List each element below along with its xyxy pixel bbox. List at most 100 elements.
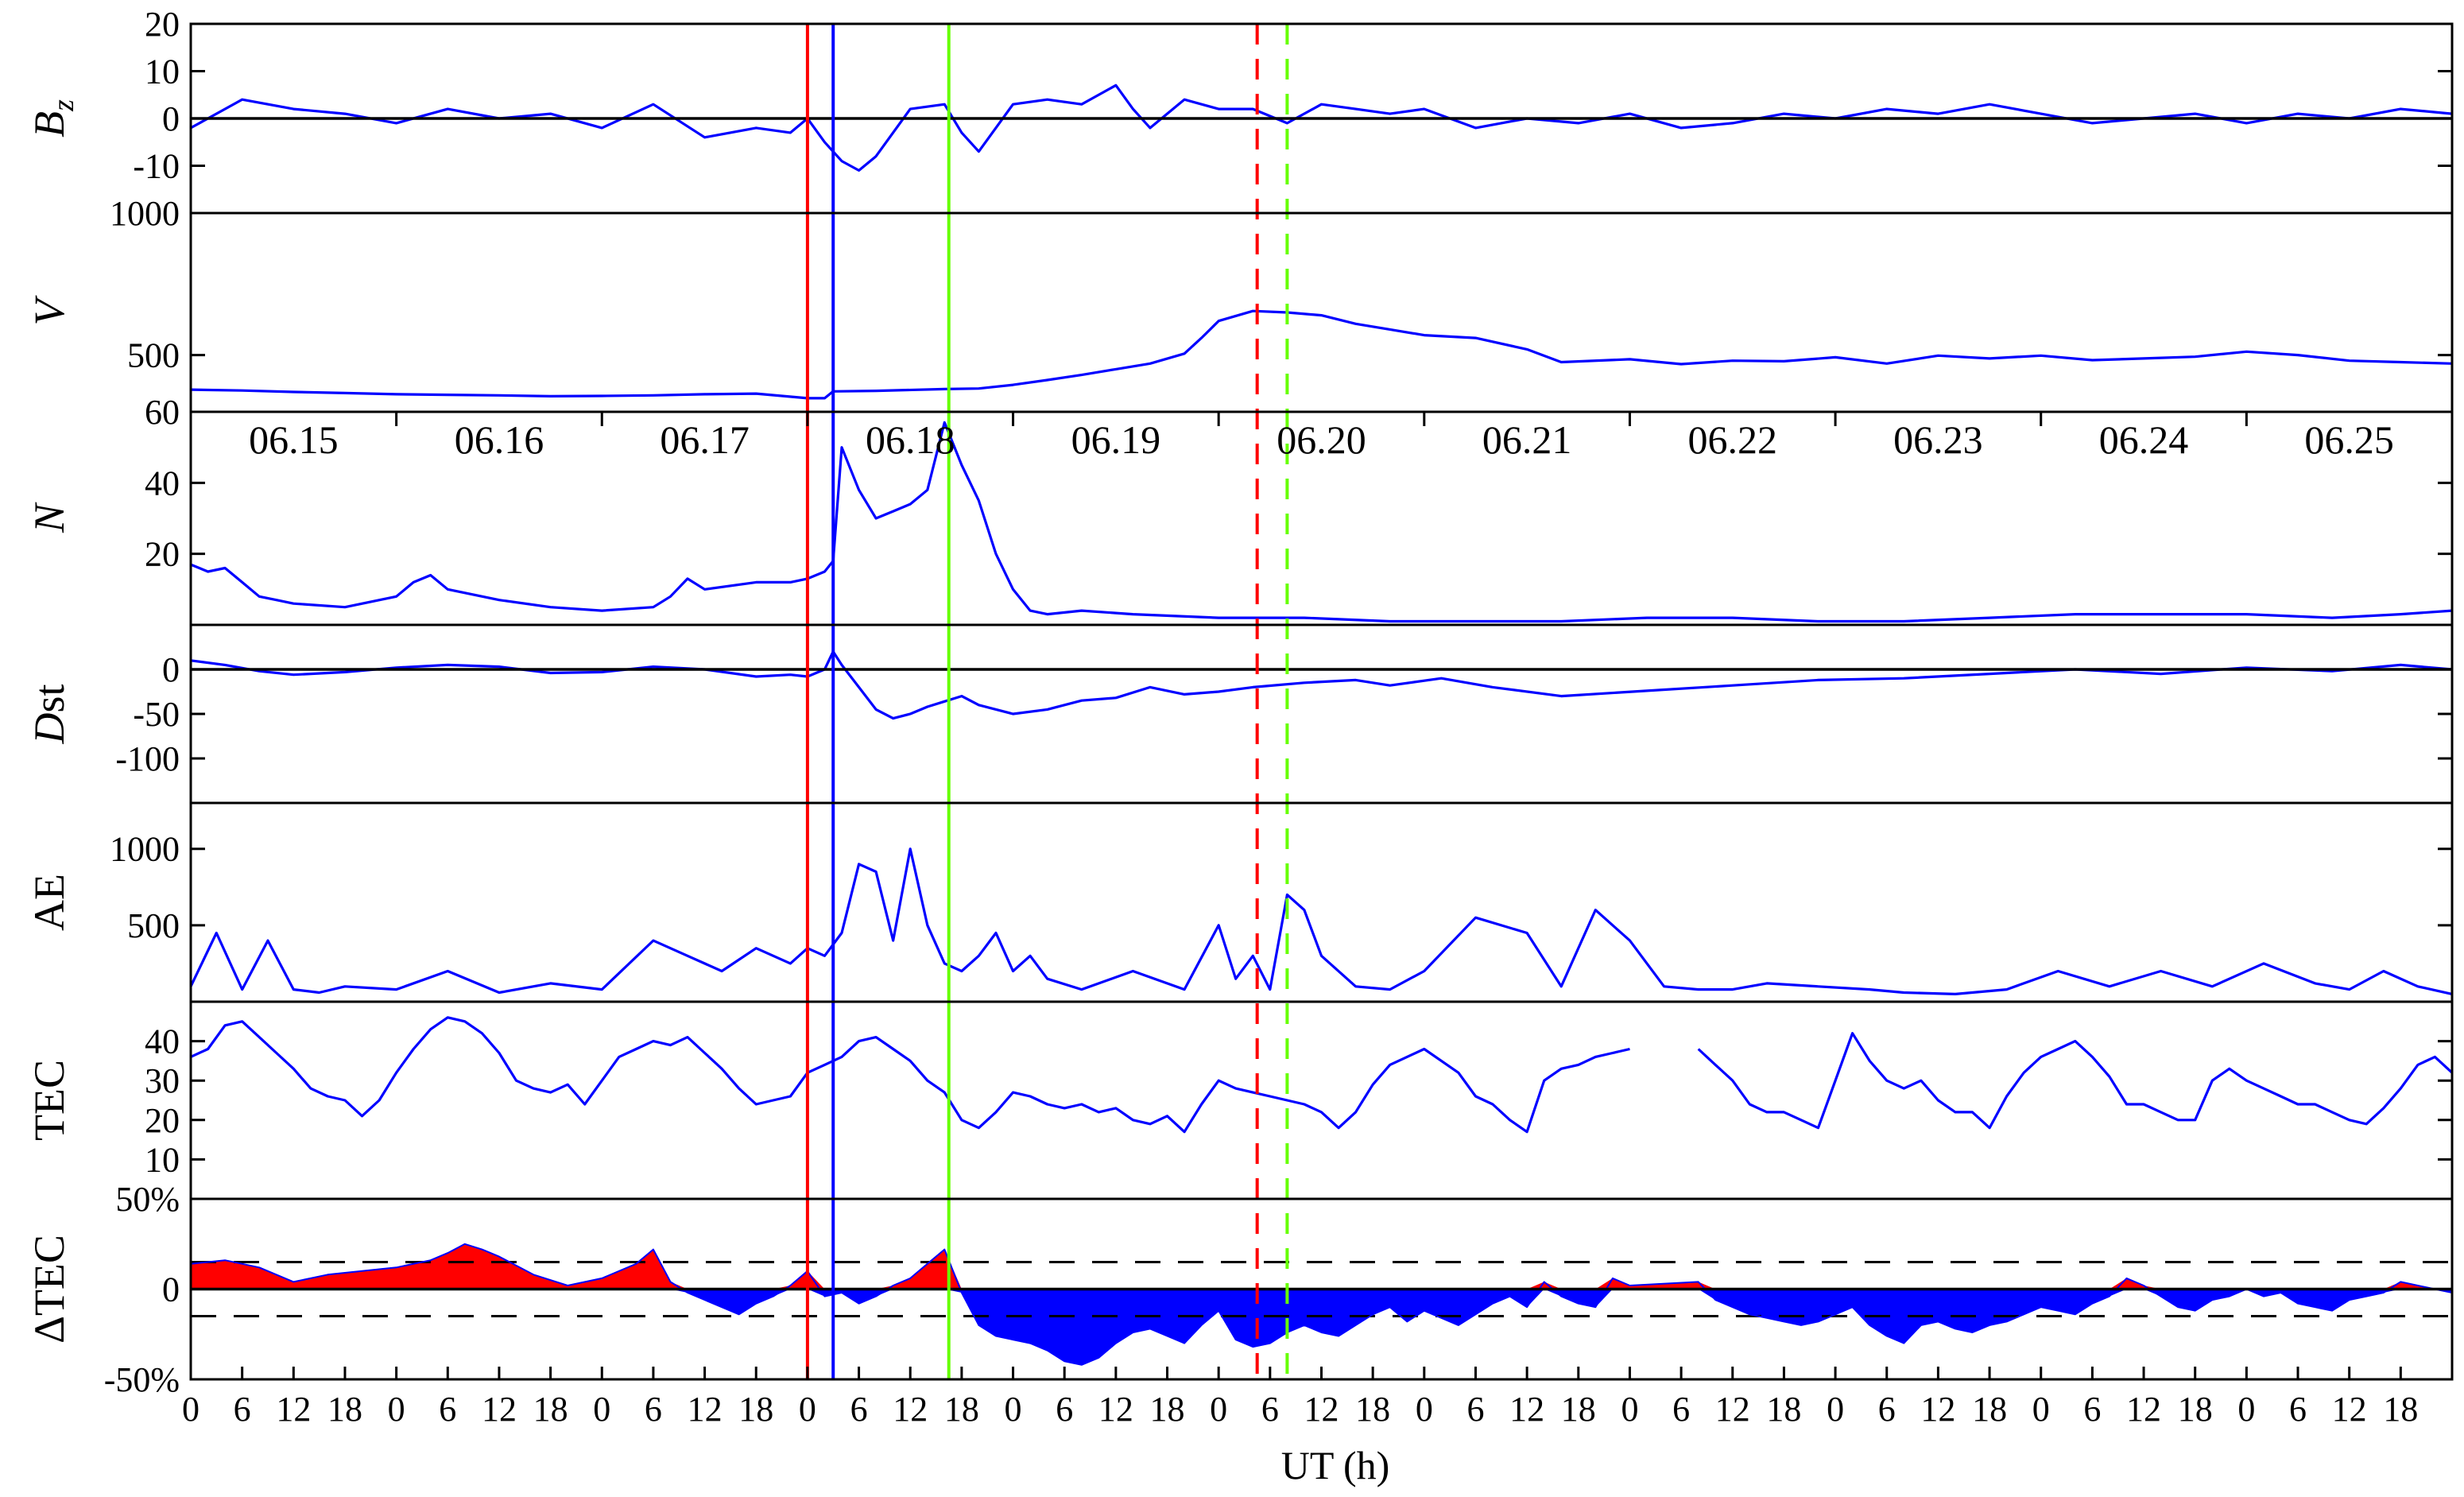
xtick-label-8: 0 [593,1390,610,1429]
n-ylabel: N [25,502,73,533]
xtick-label-38: 12 [2126,1390,2161,1429]
date-label-1: 06.16 [455,417,544,462]
xtick-label-13: 6 [850,1390,868,1429]
xtick-label-20: 0 [1210,1390,1227,1429]
xtick-label-10: 12 [688,1390,723,1429]
n-series-line-0 [190,421,2453,623]
xtick-label-1: 6 [234,1390,251,1429]
panels-layer [189,83,2454,1366]
date-label-6: 06.21 [1482,417,1572,462]
xtick-label-2: 12 [276,1390,311,1429]
tec-ytick-label-1: 30 [145,1061,180,1100]
bz-ylabel-sub: z [47,99,80,112]
ae-ytick-label-1: 500 [127,906,180,945]
xtick-label-18: 12 [1098,1390,1133,1429]
dtec-positive-area-0 [191,1243,2452,1290]
panel-n [190,421,2453,623]
xtick-label-28: 0 [1621,1390,1638,1429]
panel-dtec [190,1243,2453,1366]
dtec-ytick-label-1: 0 [162,1270,180,1309]
event-markers-layer [805,24,1289,1379]
xtick-label-26: 12 [1509,1390,1544,1429]
bz-ytick-label-0: 20 [145,5,180,44]
panel-ae [189,847,2453,996]
panel-dst [190,650,2453,720]
xtick-label-40: 0 [2237,1390,2255,1429]
date-labels-layer: 06.15 06.16 06.17 06.18 06.19 06.20 06.21 06.22… [249,417,2394,462]
v-series-line-0 [190,309,2453,400]
xtick-label-11: 18 [738,1390,773,1429]
xtick-label-33: 6 [1878,1390,1896,1429]
x-ticks-layer: 0 6 12 18 0 6 12 18 0 6 12 18 0 6 12 18 0 6 12 18 0 6 12 18 0 6 12… [182,412,2454,1429]
date-label-4: 06.19 [1071,417,1161,462]
xtick-label-17: 6 [1056,1390,1073,1429]
xtick-label-24: 0 [1416,1390,1433,1429]
y-labels-layer: Bz V N Dst AE TEC ΔTEC [25,99,80,1344]
frames-layer [189,22,2454,1381]
date-label-10: 06.25 [2304,417,2394,462]
xtick-label-6: 12 [482,1390,517,1429]
tec-series-line-1 [1697,1032,2454,1130]
xtick-label-23: 18 [1355,1390,1390,1429]
xtick-label-25: 6 [1466,1390,1484,1429]
dst-ylabel-italic: D [25,713,73,745]
date-label-5: 06.20 [1277,417,1366,462]
n-ytick-label-2: 20 [145,535,180,574]
dst-ytick-label-0: 0 [162,650,180,689]
xtick-label-27: 18 [1561,1390,1596,1429]
xtick-label-9: 6 [645,1390,662,1429]
xtick-label-16: 0 [1005,1390,1022,1429]
xtick-label-42: 12 [2332,1390,2367,1429]
xtick-label-5: 6 [439,1390,456,1429]
date-label-8: 06.23 [1893,417,1983,462]
tec-ytick-label-2: 20 [145,1101,180,1140]
panel-frame-dst [189,623,2454,805]
xtick-label-32: 0 [1827,1390,1844,1429]
bz-ylabel-main: B [25,111,73,138]
dst-ylabel-rest: st [25,684,73,712]
ae-ytick-label-0: 1000 [110,830,180,869]
panel-tec [190,1016,2454,1134]
date-label-2: 06.17 [660,417,750,462]
xtick-label-34: 12 [1920,1390,1955,1429]
tec-ytick-label-3: 10 [145,1140,180,1179]
xtick-label-39: 18 [2178,1390,2213,1429]
dtec-ylabel: ΔTEC [25,1235,73,1344]
panel-frame-tec [189,1000,2454,1200]
bz-ytick-label-1: 10 [145,52,180,91]
panel-frame-v [189,211,2454,413]
dtec-ytick-label-2: -50% [104,1360,180,1399]
n-ytick-label-0: 60 [145,393,180,432]
xtick-label-3: 18 [327,1390,362,1429]
dst-ytick-label-2: -100 [115,739,180,778]
y-ticks-layer: 20100-1010005006040200-50-10010005004030… [104,5,2452,1399]
xtick-label-37: 6 [2083,1390,2101,1429]
xtick-label-15: 18 [944,1390,979,1429]
v-ylabel: V [25,295,73,326]
panel-bz [190,83,2453,172]
xtick-label-7: 18 [533,1390,568,1429]
xtick-label-31: 18 [1766,1390,1801,1429]
xtick-label-0: 0 [182,1390,200,1429]
xtick-label-14: 12 [893,1390,928,1429]
xtick-label-21: 6 [1261,1390,1279,1429]
xtick-label-19: 18 [1150,1390,1185,1429]
dtec-negative-area-0 [191,1289,2452,1365]
n-ytick-label-1: 40 [145,463,180,502]
bz-ytick-label-2: 0 [162,99,180,138]
panel-frame-ae [189,801,2454,1003]
dst-ytick-label-1: -50 [133,695,180,734]
ae-ylabel: AE [25,874,73,931]
v-ytick-label-0: 1000 [110,194,180,233]
x-axis-label: UT (h) [1281,1443,1390,1487]
tec-series-line-0 [190,1016,1630,1134]
xtick-label-30: 12 [1715,1390,1750,1429]
date-label-7: 06.22 [1688,417,1778,462]
xtick-label-43: 18 [2383,1390,2418,1429]
tec-ylabel: TEC [25,1060,73,1141]
xtick-label-41: 6 [2289,1390,2307,1429]
date-label-3: 06.18 [866,417,955,462]
ae-series-line-0 [189,847,2453,996]
date-label-9: 06.24 [2099,417,2189,462]
